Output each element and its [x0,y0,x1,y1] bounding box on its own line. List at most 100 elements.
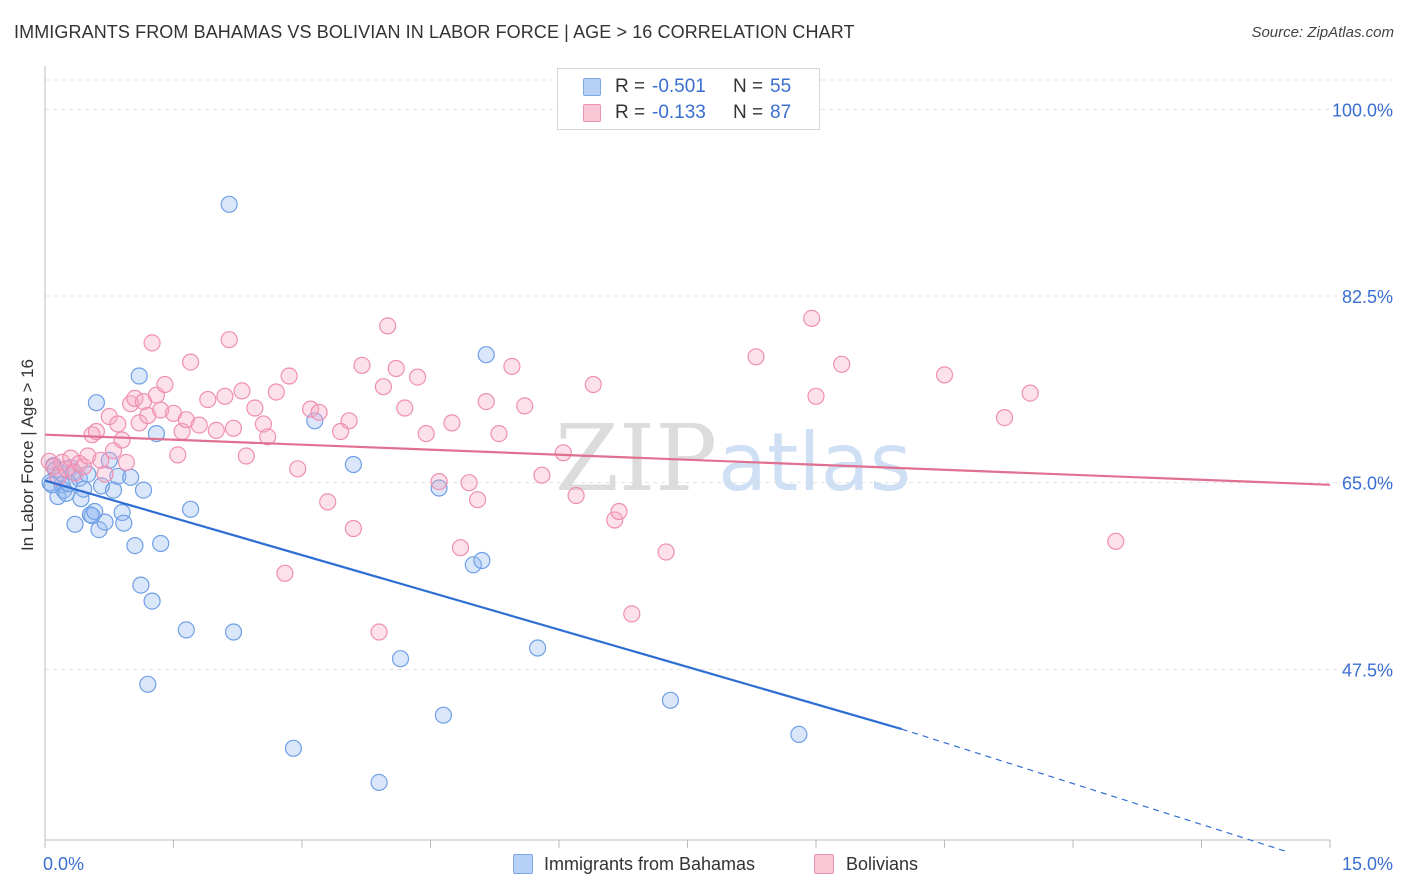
data-point[interactable] [113,431,131,449]
data-point[interactable] [503,357,521,375]
data-point[interactable] [567,486,585,505]
data-point[interactable] [995,409,1014,427]
data-point[interactable] [100,451,118,469]
data-point[interactable] [528,639,547,657]
data-point[interactable] [409,368,427,386]
data-point[interactable] [156,375,174,394]
data-point[interactable] [254,415,272,433]
data-point[interactable] [790,725,808,744]
data-point[interactable] [477,393,495,411]
data-point[interactable] [657,543,675,561]
data-point[interactable] [207,421,225,439]
data-point[interactable] [417,425,435,443]
data-point[interactable] [430,479,448,497]
data-point[interactable] [353,356,371,374]
data-point[interactable] [130,367,148,385]
data-point[interactable] [96,513,114,531]
data-point[interactable] [199,390,217,409]
data-point[interactable] [92,451,110,469]
data-point[interactable] [387,359,405,378]
data-point[interactable] [169,446,187,464]
data-point[interactable] [233,382,251,400]
data-point[interactable] [370,773,388,792]
data-point[interactable] [66,464,84,482]
data-point[interactable] [464,556,482,574]
data-point[interactable] [122,468,140,486]
data-point[interactable] [139,406,157,425]
data-point[interactable] [44,458,63,476]
data-point[interactable] [190,416,208,434]
data-point[interactable] [276,564,294,582]
data-point[interactable] [132,576,150,594]
data-point[interactable] [623,605,641,623]
data-point[interactable] [109,467,127,485]
data-point[interactable] [289,460,307,478]
data-point[interactable] [469,491,487,509]
data-point[interactable] [86,502,104,521]
data-point[interactable] [379,317,397,335]
data-point[interactable] [115,514,133,532]
data-point[interactable] [516,397,534,415]
data-point[interactable] [490,425,508,443]
data-point[interactable] [259,428,277,446]
data-point[interactable] [430,473,448,491]
data-point[interactable] [182,500,200,518]
data-point[interactable] [533,466,551,484]
data-point[interactable] [661,691,680,709]
data-point[interactable] [935,366,954,384]
data-point[interactable] [344,519,362,538]
data-point[interactable] [143,592,161,610]
data-point[interactable] [147,425,165,443]
data-point[interactable] [443,414,461,432]
data-point[interactable] [96,465,114,483]
data-point[interactable] [344,455,362,474]
data-point[interactable] [606,511,624,529]
data-point[interactable] [267,383,285,401]
data-point[interactable] [280,367,298,385]
data-point[interactable] [284,739,302,757]
data-point[interactable] [109,415,127,433]
data-point[interactable] [391,650,410,668]
data-point[interactable] [310,403,328,421]
data-point[interactable] [554,444,572,462]
data-point[interactable] [396,399,414,417]
data-point[interactable] [237,447,255,465]
data-point[interactable] [220,331,238,349]
data-point[interactable] [747,348,765,366]
data-point[interactable] [66,515,84,533]
data-point[interactable] [79,447,97,465]
data-point[interactable] [134,481,153,499]
data-point[interactable] [216,387,234,405]
data-point[interactable] [177,411,195,429]
data-point[interactable] [143,334,161,352]
data-point[interactable] [477,346,495,364]
data-point[interactable] [584,375,602,394]
data-point[interactable] [224,623,243,641]
data-point[interactable] [374,378,392,396]
data-point[interactable] [182,353,200,371]
data-point[interactable] [74,458,93,476]
data-point[interactable] [1107,532,1125,550]
data-point[interactable] [434,706,452,724]
data-point[interactable] [473,551,491,570]
data-point[interactable] [220,195,238,213]
data-point[interactable] [177,621,195,639]
data-point[interactable] [319,493,337,511]
data-point[interactable] [57,460,76,478]
data-point[interactable] [126,536,144,555]
data-point[interactable] [104,481,123,499]
data-point[interactable] [803,309,821,327]
data-point[interactable] [139,675,157,693]
data-point[interactable] [246,399,264,417]
data-point[interactable] [113,503,131,522]
data-point[interactable] [152,534,170,553]
data-point[interactable] [610,502,628,521]
data-point[interactable] [460,474,478,492]
data-point[interactable] [340,412,358,430]
data-point[interactable] [224,419,243,437]
data-point[interactable] [152,401,170,419]
data-point[interactable] [370,623,388,641]
data-point[interactable] [451,539,470,557]
data-point[interactable] [87,394,106,412]
data-point[interactable] [807,387,825,405]
